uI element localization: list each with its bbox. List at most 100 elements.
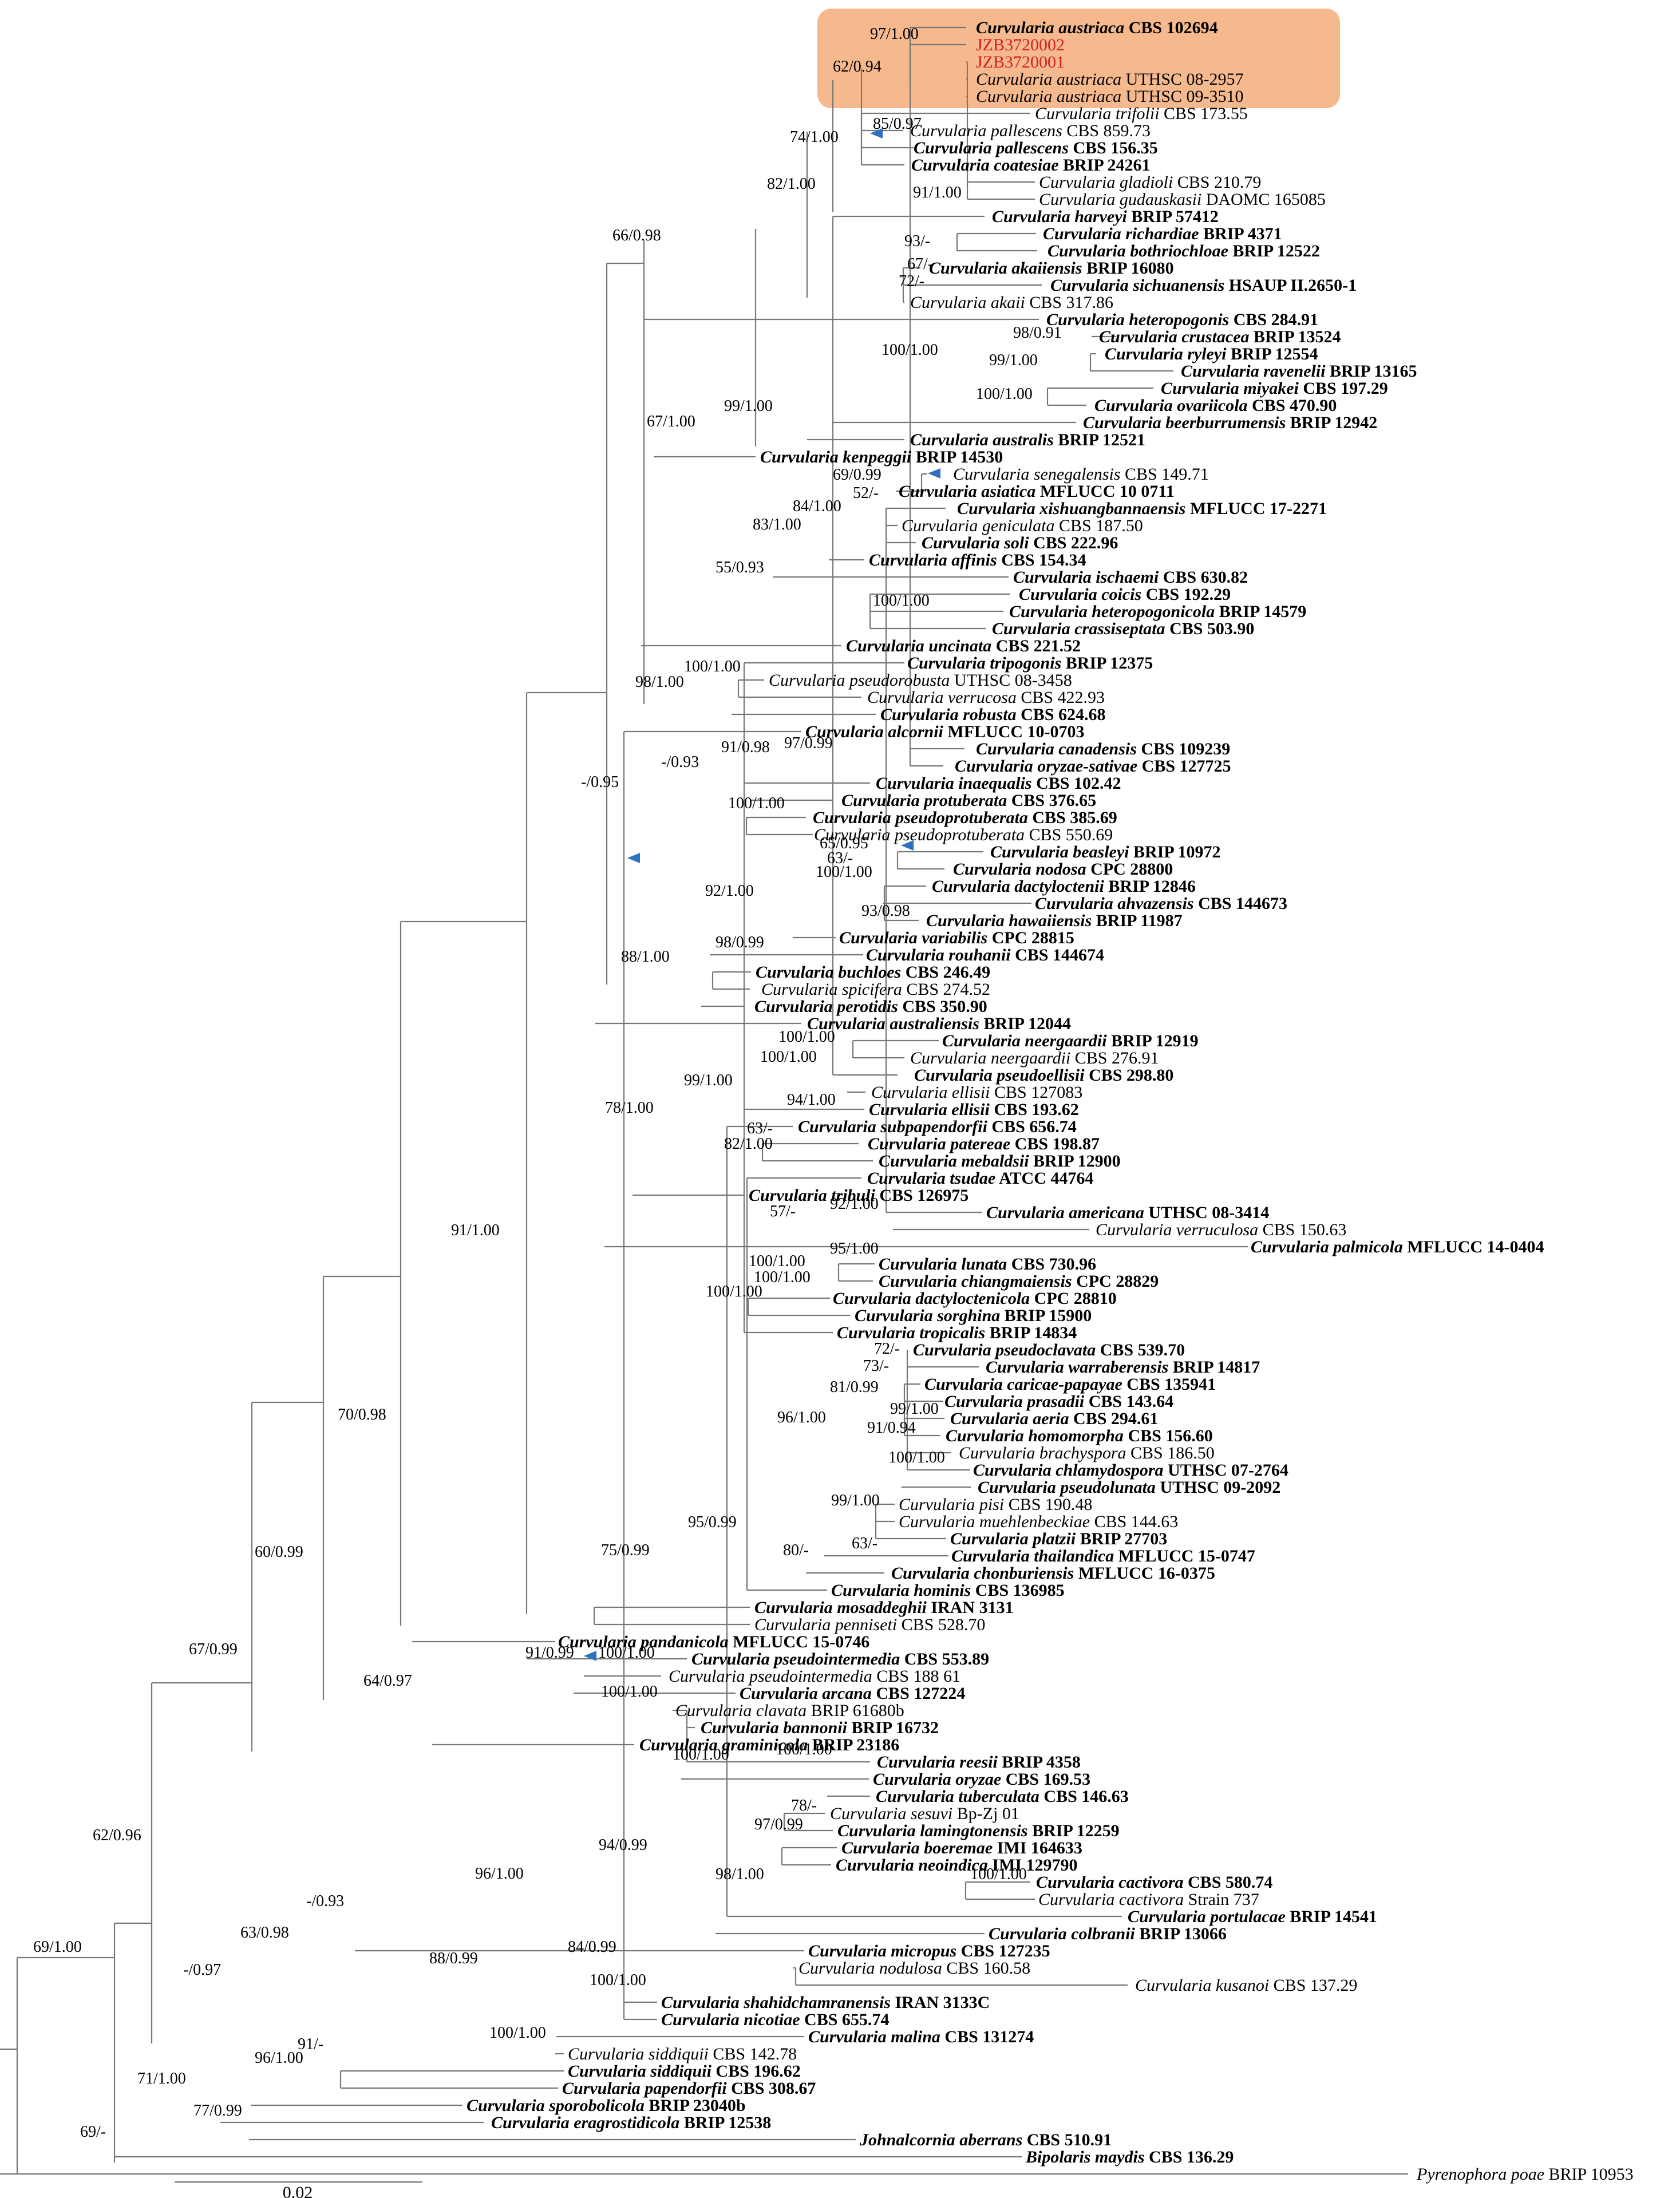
support-value: 72/- — [874, 1340, 900, 1358]
taxon-label: Curvularia crustacea BRIP 13524 — [1099, 327, 1341, 346]
taxon-labels: Curvularia austriaca CBS 102694JZB372000… — [467, 18, 1634, 2184]
taxon-label: Curvularia tribuli CBS 126975 — [749, 1186, 969, 1205]
support-value: 100/1.00 — [598, 1644, 655, 1662]
taxon-label: Pyrenophora poae BRIP 10953 — [1416, 2165, 1634, 2184]
taxon-label: Curvularia akaii CBS 317.86 — [910, 293, 1113, 312]
taxon-label: Curvularia soli CBS 222.96 — [922, 533, 1118, 552]
taxon-label: Bipolaris maydis CBS 136.29 — [1025, 2148, 1234, 2167]
taxon-label: Curvularia mosaddeghii IRAN 3131 — [754, 1598, 1014, 1617]
taxon-label: Curvularia graminicola BRIP 23186 — [639, 1736, 899, 1754]
taxon-label: Curvularia pseudorobusta UTHSC 08-3458 — [769, 671, 1072, 690]
taxon-label: Curvularia shahidchamranensis IRAN 3133C — [661, 1993, 990, 2012]
support-value: 84/1.00 — [793, 497, 841, 515]
support-value: 88/1.00 — [621, 948, 670, 966]
taxon-label: Curvularia chonburiensis MFLUCC 16-0375 — [891, 1564, 1215, 1583]
support-value: 91/0.94 — [867, 1419, 916, 1437]
taxon-label: Curvularia uncinata CBS 221.52 — [846, 637, 1081, 655]
support-value: 60/0.99 — [255, 1543, 303, 1561]
taxon-label: Curvularia reesii BRIP 4358 — [877, 1753, 1081, 1772]
support-value: 78/- — [791, 1797, 817, 1814]
taxon-label: Curvularia thailandica MFLUCC 15-0747 — [951, 1547, 1255, 1566]
taxon-label: Curvularia oryzae CBS 169.53 — [873, 1770, 1090, 1789]
taxon-label: Johnalcornia aberrans CBS 510.91 — [859, 2130, 1112, 2149]
taxon-label: Curvularia xishuangbannaensis MFLUCC 17-… — [957, 499, 1327, 518]
taxon-label: Curvularia ravenelii BRIP 13165 — [1181, 362, 1417, 381]
taxon-label: Curvularia verrucosa CBS 422.93 — [867, 688, 1105, 707]
taxon-label: Curvularia eragrostidicola BRIP 12538 — [491, 2113, 771, 2132]
taxon-label: Curvularia tuberculata CBS 146.63 — [876, 1787, 1129, 1806]
support-value: 94/1.00 — [787, 1091, 836, 1109]
taxon-label: Curvularia canadensis CBS 109239 — [976, 740, 1230, 758]
taxon-label: Curvularia chiangmaiensis CPC 28829 — [879, 1272, 1159, 1291]
taxon-label: Curvularia homomorpha CBS 156.60 — [946, 1426, 1213, 1445]
taxon-label: Curvularia lamingtonensis BRIP 12259 — [837, 1821, 1120, 1840]
taxon-label: Curvularia warraberensis BRIP 14817 — [986, 1358, 1260, 1377]
taxon-label: Curvularia pseudointermedia CBS 553.89 — [691, 1650, 989, 1669]
taxon-label: Curvularia micropus CBS 127235 — [808, 1942, 1050, 1960]
taxon-label: Curvularia pseudoclavata CBS 539.70 — [913, 1341, 1185, 1359]
support-value: 69/0.99 — [833, 466, 881, 484]
taxon-label: Curvularia austriaca UTHSC 09-3510 — [976, 87, 1244, 106]
taxon-label: Curvularia ellisii CBS 127083 — [871, 1083, 1082, 1102]
support-value: 99/1.00 — [684, 1072, 733, 1089]
taxon-label: Curvularia crassiseptata CBS 503.90 — [992, 619, 1254, 638]
taxon-label: Curvularia beerburrumensis BRIP 12942 — [1083, 413, 1377, 432]
taxon-label: Curvularia muehlenbeckiae CBS 144.63 — [899, 1512, 1178, 1531]
support-value: 91/1.00 — [451, 1221, 500, 1239]
taxon-label: Curvularia affinis CBS 154.34 — [869, 551, 1086, 570]
support-value: 98/0.99 — [716, 934, 764, 951]
taxon-label: Curvularia coicis CBS 192.29 — [1019, 585, 1231, 604]
taxon-label: Curvularia perotidis CBS 350.90 — [754, 997, 987, 1016]
taxon-label: Curvularia alcornii MFLUCC 10-0703 — [805, 722, 1085, 741]
taxon-label: JZB3720001 — [976, 53, 1065, 72]
taxon-label: Curvularia robusta CBS 624.68 — [880, 705, 1105, 724]
taxon-label: Curvularia pseudoprotuberata CBS 385.69 — [813, 808, 1117, 827]
support-value: 91/- — [298, 2035, 323, 2053]
taxon-label: Curvularia inaequalis CBS 102.42 — [876, 774, 1121, 793]
taxon-label: Curvularia ellisii CBS 193.62 — [869, 1100, 1079, 1119]
support-value: 100/1.00 — [778, 1028, 835, 1046]
support-value: 100/1.00 — [754, 1268, 811, 1286]
taxon-label: Curvularia pallescens CBS 156.35 — [914, 139, 1158, 157]
support-value: 67/0.99 — [189, 1640, 238, 1658]
support-value: 57/- — [770, 1203, 796, 1220]
scale-bar: 0.02 — [175, 2181, 422, 2198]
taxon-label: Curvularia rouhanii CBS 144674 — [866, 946, 1104, 964]
taxon-label: Curvularia chlamydospora UTHSC 07-2764 — [973, 1461, 1288, 1480]
taxon-label: Curvularia hawaiiensis BRIP 11987 — [926, 911, 1183, 930]
support-value: 91/1.00 — [913, 184, 962, 201]
taxon-label: Curvularia boeremae IMI 164633 — [841, 1839, 1082, 1857]
support-value: 100/1.00 — [970, 1865, 1027, 1883]
branches — [0, 26, 1408, 2175]
support-value: 100/1.00 — [776, 1741, 832, 1758]
taxon-label: Curvularia ovariicola CBS 470.90 — [1094, 396, 1337, 415]
highlighted-clade-box — [817, 9, 1340, 108]
taxon-label: Curvularia arcana CBS 127224 — [740, 1684, 965, 1703]
support-value: 82/1.00 — [724, 1135, 773, 1153]
taxon-label: Curvularia bothriochloae BRIP 12522 — [1047, 242, 1320, 260]
taxon-label: Curvularia variabilis CPC 28815 — [839, 928, 1074, 947]
support-value: 95/0.99 — [688, 1513, 737, 1531]
support-value: 94/0.99 — [599, 1836, 647, 1854]
support-value: 100/1.00 — [489, 2024, 546, 2042]
taxon-label: Curvularia verruculosa CBS 150.63 — [1096, 1220, 1346, 1239]
support-value: -/0.97 — [183, 1961, 221, 1979]
taxon-label: Curvularia nicotiae CBS 655.74 — [661, 2010, 889, 2029]
support-value: 82/1.00 — [767, 175, 816, 193]
taxon-label: Curvularia nodosa CPC 28800 — [953, 860, 1173, 879]
support-value: 99/1.00 — [831, 1492, 880, 1509]
support-value: 52/- — [853, 484, 879, 502]
arrow-marker-1 — [870, 128, 883, 139]
support-value: 92/1.00 — [830, 1195, 879, 1213]
taxon-label: Curvularia spicifera CBS 274.52 — [761, 980, 990, 999]
taxon-label: Curvularia cactivora CBS 580.74 — [1036, 1873, 1272, 1892]
taxon-label: Curvularia kusanoi CBS 137.29 — [1135, 1976, 1357, 1995]
support-value: 66/0.98 — [612, 227, 661, 244]
taxon-label: Curvularia pseudoellisii CBS 298.80 — [914, 1066, 1173, 1085]
taxon-label: Curvularia gudauskasii DAOMC 165085 — [1039, 190, 1326, 209]
taxon-label: Curvularia protuberata CBS 376.65 — [841, 791, 1096, 810]
support-value: 96/1.00 — [475, 1865, 524, 1883]
support-value: 91/0.98 — [721, 738, 770, 756]
